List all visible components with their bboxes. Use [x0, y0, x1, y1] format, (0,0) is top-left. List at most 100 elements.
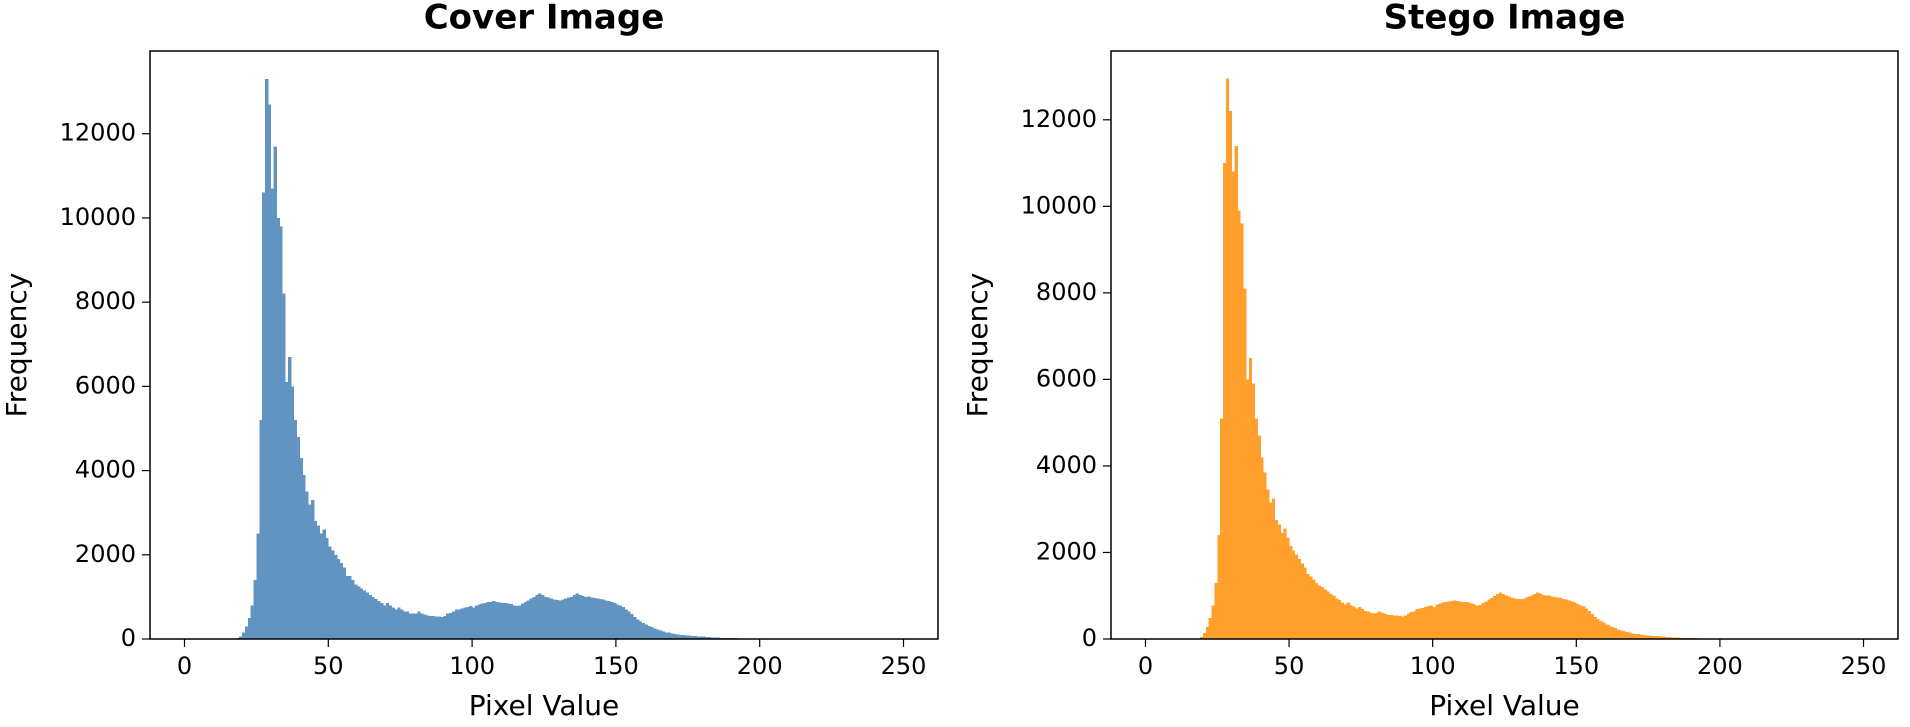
- bar: [696, 636, 700, 639]
- bar: [1214, 582, 1218, 639]
- bar: [1268, 502, 1273, 639]
- bar: [451, 611, 456, 639]
- bar: [1648, 635, 1652, 639]
- bar: [1498, 592, 1503, 639]
- bar: [362, 590, 367, 639]
- bar: [1455, 600, 1459, 639]
- bar: [1662, 636, 1666, 639]
- bar: [1564, 599, 1569, 639]
- bar: [1421, 607, 1425, 639]
- bar: [339, 563, 344, 639]
- x-tick-label: 50: [313, 652, 344, 680]
- bar: [1248, 357, 1253, 639]
- bar: [1429, 605, 1434, 639]
- bar: [1412, 611, 1416, 639]
- bar: [572, 594, 577, 639]
- bar: [342, 567, 346, 639]
- bar: [641, 623, 646, 639]
- bar: [1628, 632, 1632, 639]
- bar: [1340, 602, 1345, 639]
- bar: [1202, 632, 1207, 639]
- bar: [621, 607, 625, 639]
- bar: [1464, 602, 1468, 639]
- bar: [1237, 210, 1241, 639]
- bar: [690, 635, 694, 639]
- bar: [1263, 472, 1267, 639]
- bar: [1234, 145, 1238, 639]
- bar: [673, 633, 677, 639]
- x-tick-label: 150: [593, 652, 639, 680]
- bar: [613, 603, 617, 639]
- bar: [431, 615, 436, 639]
- bar: [299, 457, 303, 639]
- bar: [1495, 594, 1500, 639]
- bar: [1447, 601, 1451, 639]
- bar: [1360, 609, 1365, 639]
- bar: [592, 598, 597, 639]
- bar: [538, 593, 542, 639]
- bar: [270, 188, 275, 639]
- bar: [1576, 603, 1580, 639]
- bar: [1317, 585, 1322, 639]
- bar: [699, 636, 703, 639]
- bar: [497, 602, 502, 639]
- bar: [526, 600, 531, 639]
- bar: [296, 436, 300, 639]
- bar: [1650, 635, 1655, 639]
- bar: [359, 588, 364, 639]
- bar: [1369, 613, 1373, 639]
- bar: [661, 631, 666, 639]
- bar: [1461, 602, 1465, 639]
- bar: [561, 599, 565, 639]
- bar: [1510, 597, 1514, 639]
- bar: [371, 596, 375, 639]
- bar: [460, 608, 464, 639]
- bar: [285, 382, 289, 639]
- bar: [357, 586, 361, 639]
- bar: [546, 597, 551, 639]
- bar: [495, 601, 499, 639]
- bar: [311, 500, 315, 639]
- bar: [615, 604, 620, 639]
- bar: [1363, 610, 1368, 639]
- plot-frame: [1110, 50, 1899, 640]
- bar: [1475, 605, 1480, 639]
- bar: [710, 637, 715, 639]
- bar: [1289, 545, 1293, 639]
- bar: [244, 626, 249, 639]
- bar: [1538, 593, 1543, 639]
- bar: [1312, 579, 1316, 639]
- bar: [518, 605, 522, 639]
- bar: [684, 635, 689, 639]
- bar: [1633, 633, 1638, 639]
- bar: [535, 594, 539, 639]
- bar: [676, 634, 680, 639]
- chart-title: Stego Image: [1384, 0, 1626, 38]
- bar: [1358, 606, 1362, 639]
- bar: [1366, 611, 1370, 639]
- bar: [1478, 604, 1482, 639]
- bar: [638, 621, 643, 639]
- bar: [552, 599, 556, 639]
- x-tick-label: 250: [881, 652, 927, 680]
- bar: [687, 635, 692, 639]
- x-axis-label: Pixel Value: [1429, 689, 1580, 722]
- bar: [650, 627, 654, 639]
- y-tick-label: 12000: [1021, 105, 1097, 133]
- bar: [305, 491, 309, 639]
- bar: [449, 612, 453, 639]
- bar: [1467, 602, 1471, 639]
- bar: [1501, 594, 1505, 639]
- bar: [1415, 609, 1419, 639]
- bar: [247, 617, 252, 639]
- bar: [440, 617, 444, 639]
- bar: [1320, 587, 1324, 639]
- bar: [1593, 616, 1597, 639]
- bar: [702, 636, 706, 639]
- bar: [1386, 614, 1391, 639]
- bar: [1306, 574, 1310, 639]
- bar: [601, 599, 605, 639]
- bar: [1567, 600, 1571, 639]
